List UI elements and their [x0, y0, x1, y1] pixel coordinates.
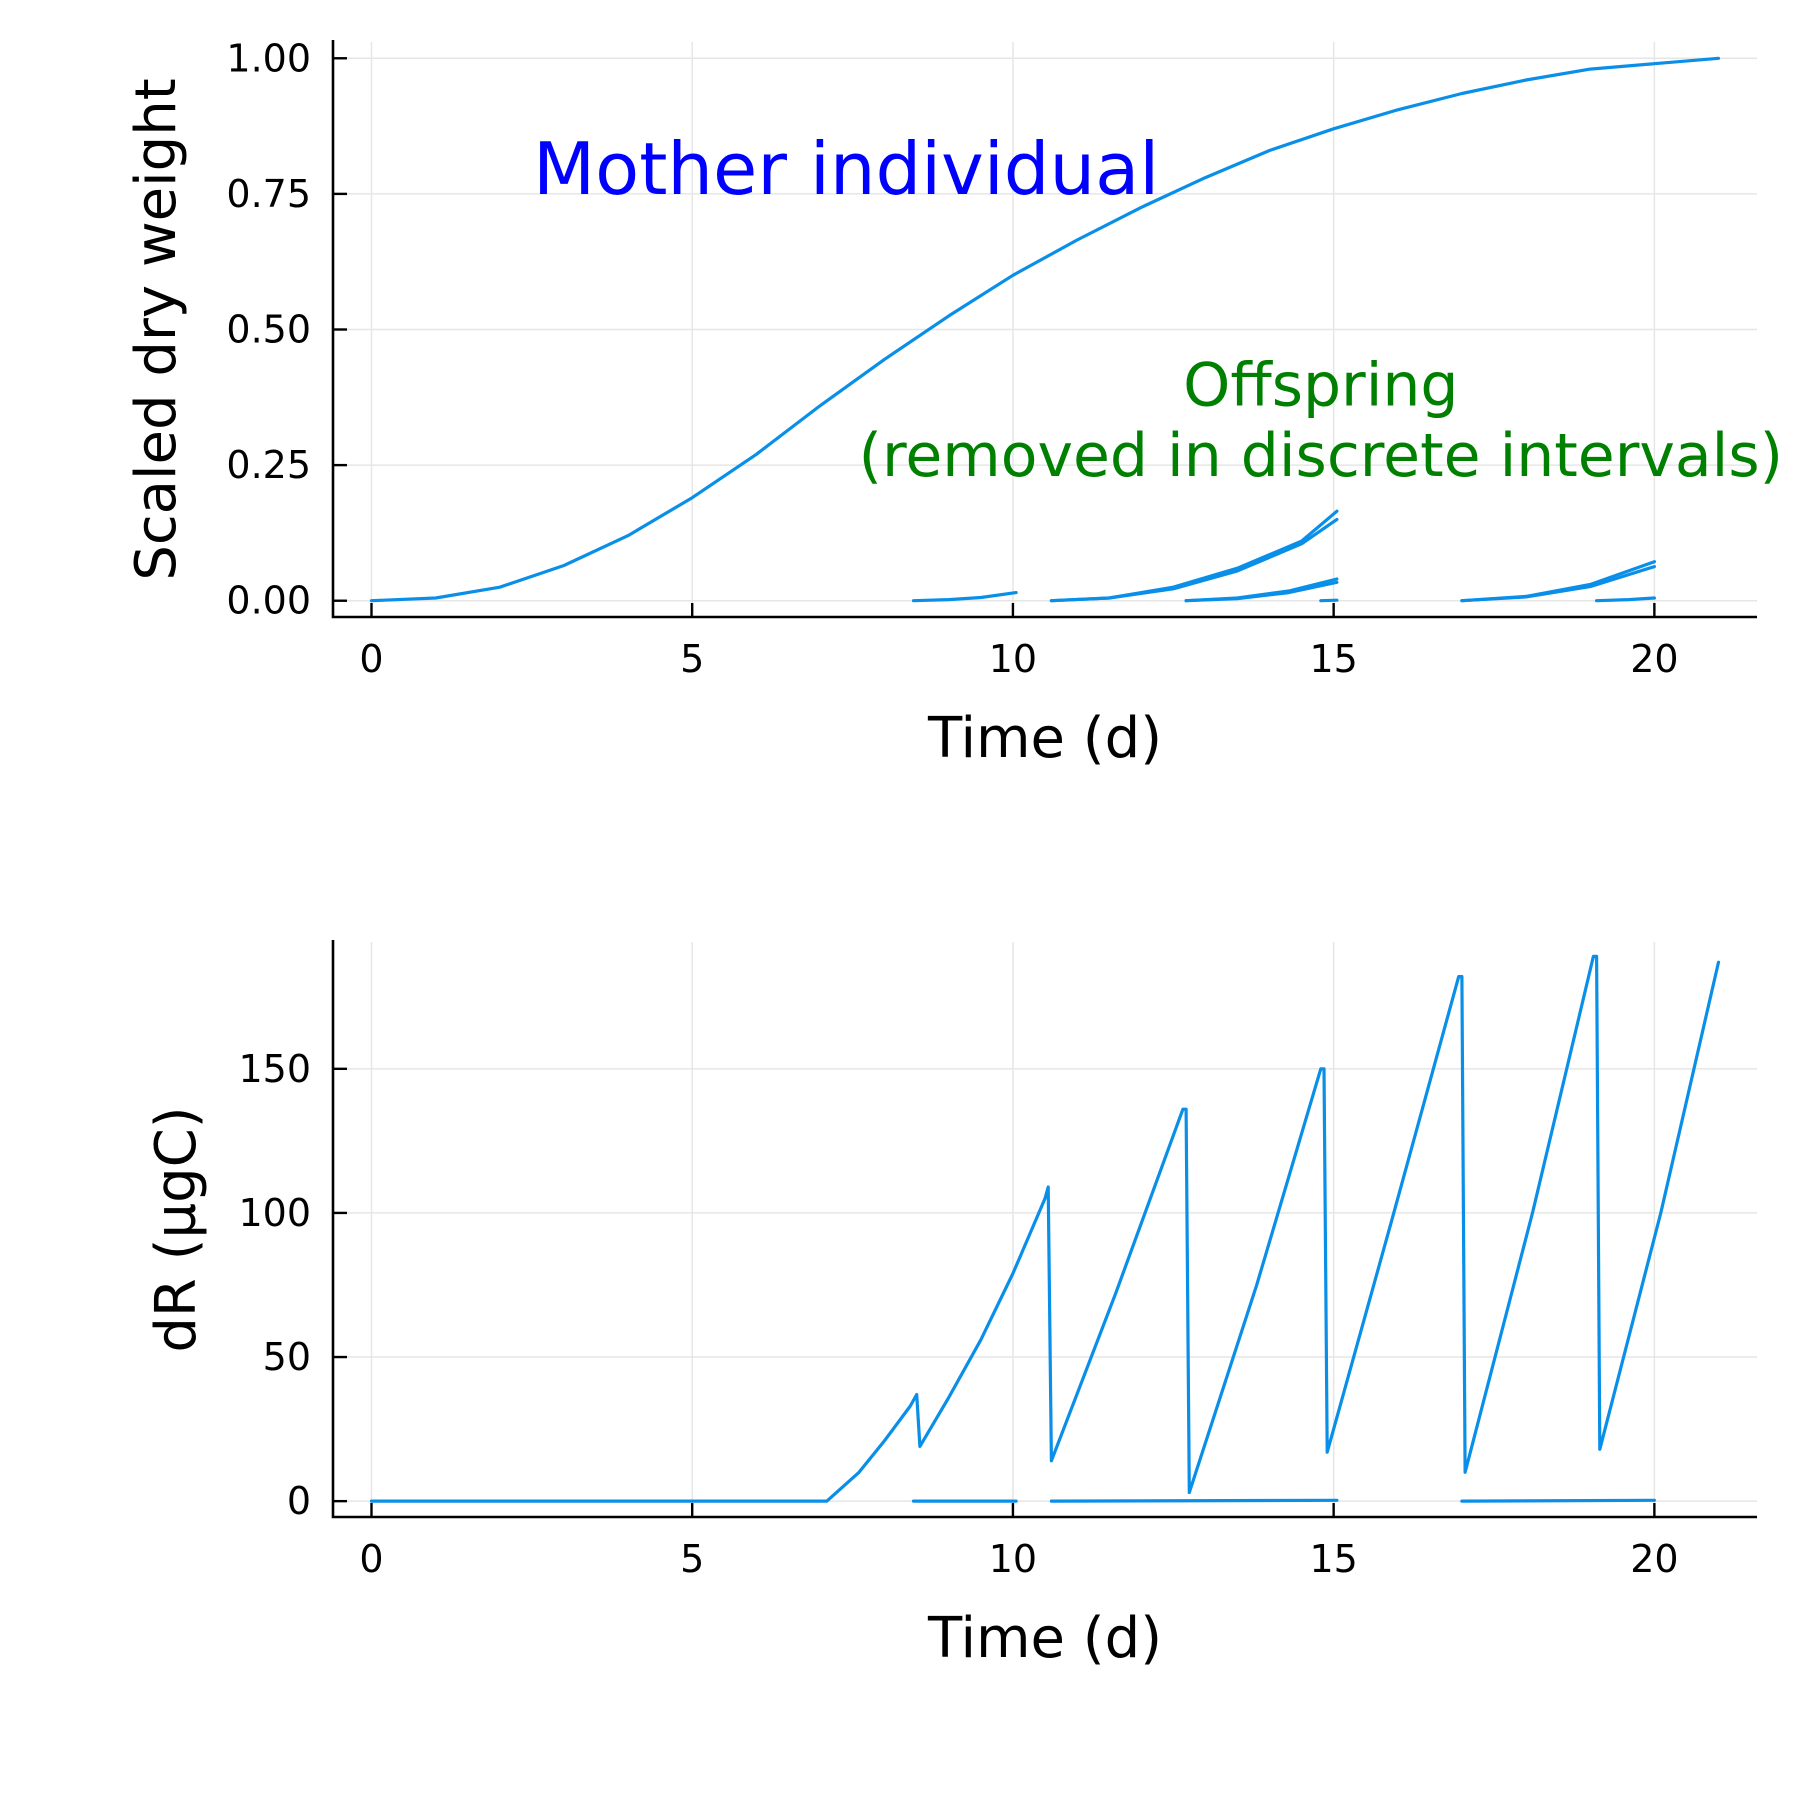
- axes-frame-weight: [331, 40, 1757, 619]
- xtick-label-dR-1: 5: [680, 1537, 704, 1581]
- x-axis-label-weight: Time (d): [927, 706, 1162, 771]
- series-line-weight-7: [1460, 560, 1656, 603]
- ytick-label-dR-2: 100: [238, 1191, 311, 1235]
- y-axis-label-weight: Scaled dry weight: [124, 78, 189, 580]
- xtick-label-weight-0: 0: [359, 637, 383, 681]
- ytick-label-weight-2: 0.50: [226, 308, 311, 352]
- xtick-label-weight-3: 15: [1309, 637, 1357, 681]
- xtick-label-dR-0: 0: [359, 1537, 383, 1581]
- ytick-label-weight-3: 0.75: [226, 172, 311, 216]
- series-line-weight-0: [369, 56, 1721, 603]
- series-line-dR-0: [369, 954, 1721, 1503]
- xtick-label-dR-4: 20: [1630, 1537, 1678, 1581]
- ytick-label-dR-1: 50: [263, 1335, 311, 1379]
- series-line-weight-1: [911, 591, 1018, 603]
- ytick-label-dR-0: 0: [287, 1479, 311, 1523]
- series-line-dR-2: [1049, 1498, 1339, 1503]
- series-line-weight-4: [1184, 577, 1339, 603]
- series-line-dR-3: [1460, 1498, 1656, 1503]
- annotation-weight-2: (removed in discrete intervals): [859, 421, 1783, 491]
- axes-frame-dR: [331, 940, 1757, 1519]
- ytick-label-weight-0: 0.00: [226, 579, 311, 623]
- ytick-label-dR-3: 150: [238, 1047, 311, 1091]
- bottom-panel-dR: 0 5 10 15 20 0 50 100 150 Time (d) dR (µgC): [144, 940, 1757, 1671]
- xtick-label-dR-3: 15: [1309, 1537, 1357, 1581]
- annotation-weight-0: Mother individual: [533, 127, 1159, 211]
- ytick-label-weight-4: 1.00: [226, 36, 311, 80]
- series-line-weight-9: [1595, 596, 1656, 603]
- x-axis-label-dR: Time (d): [927, 1606, 1162, 1671]
- xtick-label-weight-2: 10: [989, 637, 1037, 681]
- annotation-weight-1: Offspring: [1183, 350, 1458, 420]
- series-line-weight-6: [1319, 598, 1339, 603]
- y-axis-label-dR: dR (µgC): [144, 1106, 209, 1352]
- series-line-weight-8: [1460, 565, 1656, 603]
- xtick-label-weight-1: 5: [680, 637, 704, 681]
- series-line-weight-2: [1049, 509, 1339, 603]
- xtick-label-weight-4: 20: [1630, 637, 1678, 681]
- ytick-label-weight-1: 0.25: [226, 443, 311, 487]
- top-panel-weight: 0 5 10 15 20 0.00 0.25 0.50 0.75 1.00 Time (d) Scal…: [124, 36, 1783, 771]
- xtick-label-dR-2: 10: [989, 1537, 1037, 1581]
- series-line-weight-3: [1049, 517, 1339, 603]
- series-line-weight-5: [1184, 580, 1339, 603]
